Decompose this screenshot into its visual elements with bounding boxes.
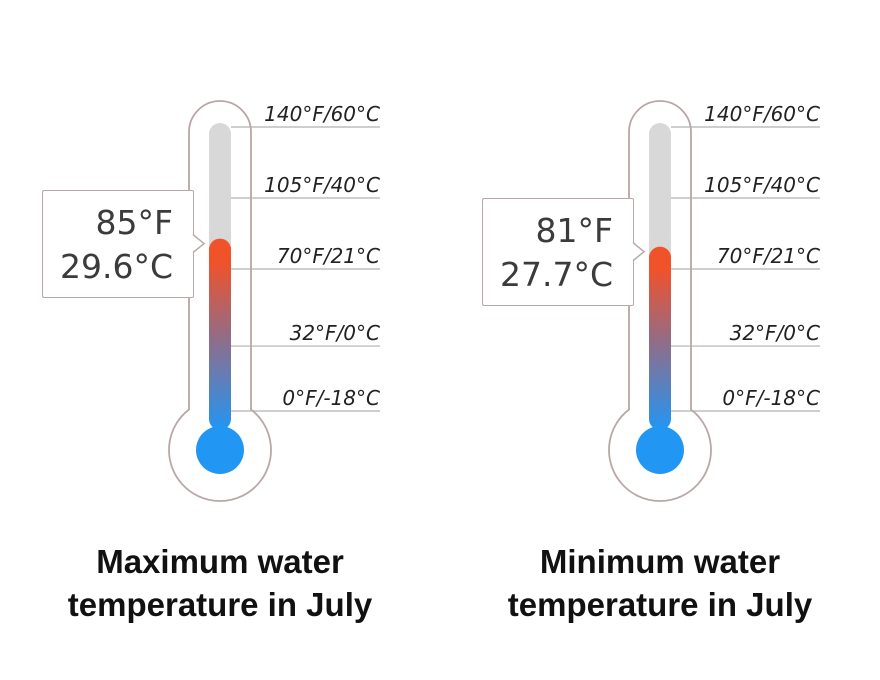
tick-label: 105°F/40°C xyxy=(264,173,380,197)
max-value-fahrenheit: 85°F xyxy=(95,202,173,242)
max-caption: Maximum water temperature in July xyxy=(10,540,430,626)
mercury-fill xyxy=(209,238,231,430)
min-value-celsius: 27.7°C xyxy=(499,254,613,294)
tick-label: 140°F/60°C xyxy=(704,102,820,126)
thermometer-max: 140°F/60°C 105°F/40°C 70°F/21°C 32°F/0°C 0°F… xyxy=(168,100,380,502)
min-caption-line1: Minimum water xyxy=(539,543,781,580)
thermometer-bulb xyxy=(636,426,684,474)
min-value-box: 81°F 27.7°C xyxy=(482,197,634,306)
mercury-fill xyxy=(649,246,671,430)
tick-label: 140°F/60°C xyxy=(264,102,380,126)
max-value-box: 85°F 29.6°C xyxy=(42,189,194,298)
max-caption-line2: temperature in July xyxy=(67,586,373,623)
tick-label: 105°F/40°C xyxy=(704,173,820,197)
tick-label: 32°F/0°C xyxy=(730,321,820,345)
max-caption-line1: Maximum water xyxy=(96,543,344,580)
tick-label: 70°F/21°C xyxy=(277,244,380,268)
min-value-fahrenheit: 81°F xyxy=(535,210,613,250)
tick-label: 0°F/-18°C xyxy=(282,386,380,410)
tick-label: 32°F/0°C xyxy=(290,321,380,345)
max-value-celsius: 29.6°C xyxy=(59,246,173,286)
thermometer-min: 140°F/60°C 105°F/40°C 70°F/21°C 32°F/0°C 0°F… xyxy=(608,100,820,502)
tick-label: 70°F/21°C xyxy=(717,244,820,268)
tick-label: 0°F/-18°C xyxy=(722,386,820,410)
min-caption: Minimum water temperature in July xyxy=(450,540,870,626)
thermometer-bulb xyxy=(196,426,244,474)
min-caption-line2: temperature in July xyxy=(507,586,813,623)
